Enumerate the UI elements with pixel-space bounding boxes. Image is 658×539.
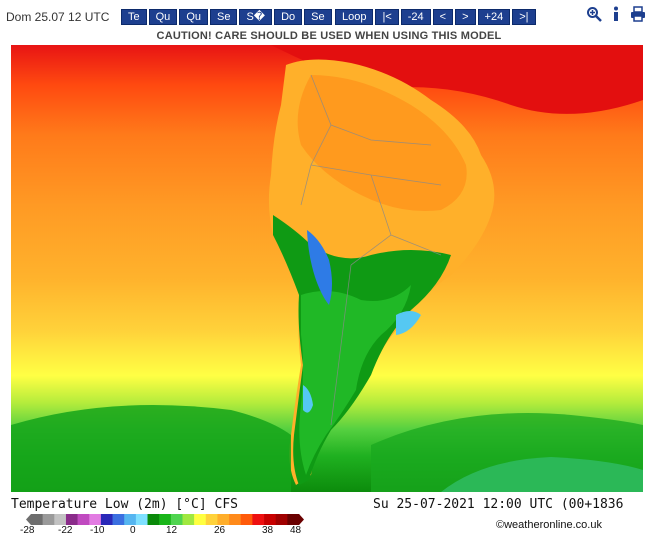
tool-icons (586, 5, 646, 23)
scale-cell (135, 514, 148, 525)
scale-cell (124, 514, 137, 525)
scale-ticks: -28 -22 -10 0 12 26 38 48 (20, 525, 320, 539)
day-button-qu-1[interactable]: Qu (148, 9, 178, 25)
scale-cell (275, 514, 288, 525)
scale-cell (65, 514, 78, 525)
last-button[interactable]: >| (512, 9, 536, 25)
date-label: Dom 25.07 12 UTC (6, 10, 110, 24)
scale-cell (217, 514, 230, 525)
south-atlantic-green (371, 413, 643, 492)
scale-right-arrow (299, 514, 304, 525)
scale-cell (240, 514, 253, 525)
scale-cell (89, 514, 102, 525)
scale-tick: -22 (58, 525, 73, 536)
scale-cell (205, 514, 218, 525)
altiplano-cold (307, 230, 332, 305)
scale-cell (100, 514, 113, 525)
scale-cell (252, 514, 265, 525)
print-icon[interactable] (630, 5, 646, 23)
scale-tick: 0 (130, 525, 136, 536)
day-button-se-1[interactable]: Se (210, 9, 238, 25)
color-scale-bar (26, 514, 304, 525)
loop-button[interactable]: Loop (335, 9, 374, 25)
scale-cell (147, 514, 160, 525)
day-button-do[interactable]: Do (274, 9, 303, 25)
minus24-button[interactable]: -24 (400, 9, 431, 25)
scale-cell (229, 514, 242, 525)
prev-button[interactable]: < (432, 9, 454, 25)
legend-title: Temperature Low (2m) [°C] CFS (11, 497, 238, 512)
scale-tick: -10 (90, 525, 105, 536)
scale-tick: 12 (166, 525, 178, 536)
scale-cell (112, 514, 125, 525)
southern-cone-green (299, 285, 411, 475)
zoom-icon[interactable] (586, 5, 602, 23)
time-navigation: Loop |< -24 < > +24 >| (335, 9, 536, 25)
scale-cell (159, 514, 172, 525)
day-button-te[interactable]: Te (121, 9, 147, 25)
scale-cell (182, 514, 195, 525)
scale-cell (287, 514, 300, 525)
temperature-map[interactable] (11, 45, 643, 492)
south-green-band (11, 405, 291, 492)
info-icon[interactable] (608, 5, 624, 23)
day-button-sa[interactable]: S� (239, 9, 273, 25)
credit-link[interactable]: ©weatheronline.co.uk (496, 519, 602, 531)
next-button[interactable]: > (455, 9, 476, 25)
scale-cell (77, 514, 90, 525)
scale-cell (54, 514, 67, 525)
map-canvas (11, 45, 643, 492)
forecast-timestamp: Su 25-07-2021 12:00 UTC (00+1836 (373, 497, 624, 512)
first-button[interactable]: |< (375, 9, 399, 25)
toolbar: Dom 25.07 12 UTC Te Qu Qu Se S� Do Se Lo… (0, 0, 658, 30)
pampas-cold (396, 311, 421, 335)
day-selector: Te Qu Qu Se S� Do Se (121, 9, 332, 25)
country-borders (300, 74, 442, 426)
scale-cell (42, 514, 55, 525)
patagonia-cold (303, 385, 313, 413)
scale-cell (264, 514, 276, 525)
day-button-qu-2[interactable]: Qu (179, 9, 208, 25)
scale-tick: -28 (20, 525, 35, 536)
day-button-se-2[interactable]: Se (304, 9, 332, 25)
scale-cell (170, 514, 183, 525)
scale-tick: 48 (290, 525, 302, 536)
scale-tick: 38 (262, 525, 274, 536)
scale-left-arrow (26, 514, 31, 525)
scale-tick: 26 (214, 525, 226, 536)
scale-cell (31, 514, 43, 525)
warm-band (11, 45, 643, 114)
caution-notice: CAUTION! CARE SHOULD BE USED WHEN USING … (156, 30, 502, 42)
plus24-button[interactable]: +24 (477, 9, 511, 25)
amazon-warm-zone (297, 75, 467, 211)
scale-cell (194, 514, 207, 525)
